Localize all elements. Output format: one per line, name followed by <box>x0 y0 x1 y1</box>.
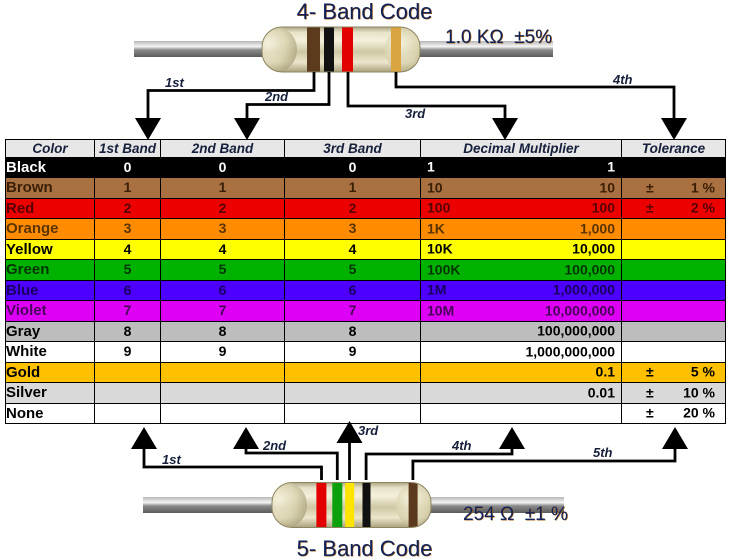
svg-text:3rd: 3rd <box>405 106 426 121</box>
svg-text:4th: 4th <box>612 72 633 87</box>
svg-text:1st: 1st <box>165 75 184 90</box>
svg-text:2nd: 2nd <box>264 89 289 104</box>
